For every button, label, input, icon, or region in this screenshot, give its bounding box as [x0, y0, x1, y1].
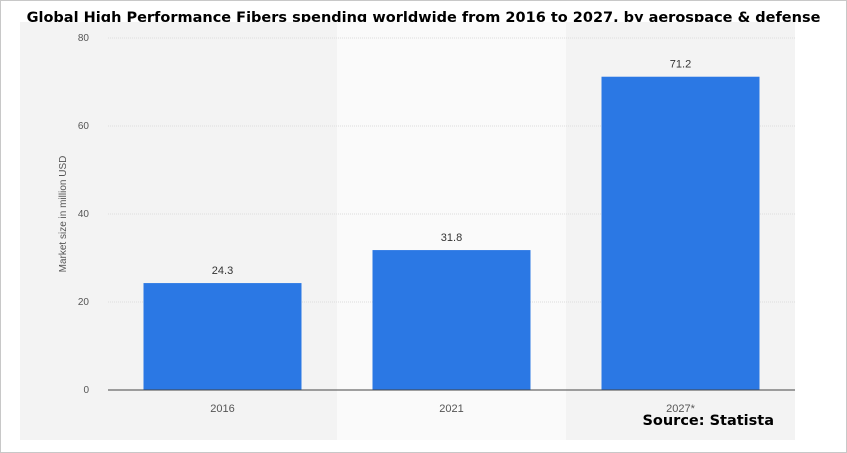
- bar-2016: [143, 283, 302, 390]
- x-tick-label-2016: 2016: [210, 403, 234, 415]
- x-tick-label-2027*: 2027*: [666, 403, 695, 415]
- bar-2027*: [601, 76, 760, 390]
- x-axis-ticks: 2016 2021 2027*: [210, 403, 695, 415]
- data-label-2021: 31.8: [441, 232, 462, 244]
- bar-2021: [372, 250, 531, 390]
- y-tick-label-3: 60: [78, 121, 90, 132]
- y-tick-label-1: 20: [78, 297, 90, 308]
- bars: [143, 76, 760, 390]
- y-tick-label-0: 0: [83, 385, 89, 396]
- y-axis-label: Market size in million USD: [58, 156, 69, 273]
- data-labels: 24.3 31.8 71.2: [212, 59, 691, 277]
- data-label-2027*: 71.2: [670, 59, 691, 71]
- y-axis-ticks: 0 20 40 60 80: [78, 33, 90, 396]
- y-tick-label-2: 40: [78, 209, 90, 220]
- data-label-2016: 24.3: [212, 265, 233, 277]
- source-label: Source: Statista: [642, 413, 774, 429]
- y-tick-label-4: 80: [78, 33, 90, 44]
- x-tick-label-2021: 2021: [439, 403, 463, 415]
